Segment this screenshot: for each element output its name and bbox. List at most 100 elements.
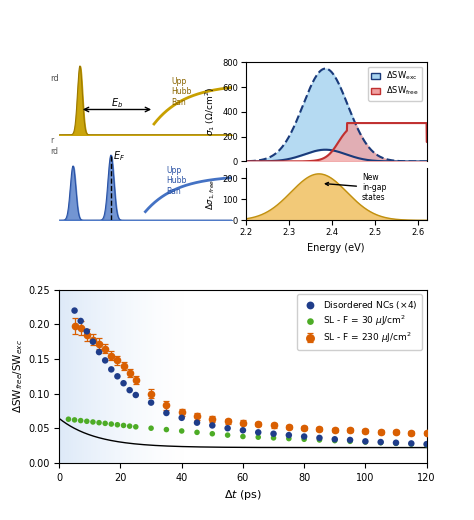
- Bar: [119, 290, 120, 463]
- Bar: [137, 290, 138, 463]
- Bar: [123, 290, 124, 463]
- Disordered NCs ($\times$4): [120, 379, 128, 387]
- Bar: [75, 290, 76, 463]
- Text: $E_F$: $E_F$: [113, 149, 125, 163]
- Bar: [177, 290, 178, 463]
- Bar: [102, 290, 103, 463]
- Bar: [133, 290, 134, 463]
- Disordered NCs ($\times$4): [209, 421, 216, 430]
- Bar: [185, 290, 186, 463]
- Bar: [77, 290, 78, 463]
- Bar: [59, 290, 60, 463]
- Bar: [68, 290, 69, 463]
- Bar: [62, 290, 63, 463]
- Bar: [70, 290, 71, 463]
- Bar: [97, 290, 98, 463]
- Bar: [138, 290, 139, 463]
- Bar: [107, 290, 108, 463]
- Bar: [113, 290, 114, 463]
- Bar: [85, 290, 86, 463]
- Bar: [157, 290, 158, 463]
- Disordered NCs ($\times$4): [301, 432, 308, 440]
- Bar: [176, 290, 177, 463]
- Bar: [135, 290, 136, 463]
- Bar: [126, 290, 127, 463]
- Bar: [134, 290, 135, 463]
- Bar: [61, 290, 62, 463]
- Bar: [162, 290, 163, 463]
- Bar: [182, 290, 183, 463]
- SL - F = 30 $\mu$J/cm$^2$: [331, 436, 338, 445]
- Bar: [173, 290, 174, 463]
- Bar: [103, 290, 104, 463]
- Bar: [144, 290, 145, 463]
- Bar: [152, 290, 153, 463]
- SL - F = 30 $\mu$J/cm$^2$: [301, 435, 308, 444]
- Disordered NCs ($\times$4): [126, 386, 134, 394]
- SL - F = 30 $\mu$J/cm$^2$: [77, 417, 84, 425]
- Bar: [94, 290, 95, 463]
- X-axis label: Energy (eV): Energy (eV): [308, 242, 365, 253]
- Bar: [89, 290, 90, 463]
- Bar: [141, 290, 142, 463]
- Bar: [164, 290, 165, 463]
- Bar: [142, 290, 143, 463]
- Bar: [115, 290, 116, 463]
- Bar: [66, 290, 67, 463]
- Bar: [117, 290, 118, 463]
- Bar: [167, 290, 168, 463]
- Bar: [64, 290, 65, 463]
- Bar: [158, 290, 159, 463]
- Disordered NCs ($\times$4): [362, 437, 369, 446]
- SL - F = 30 $\mu$J/cm$^2$: [132, 423, 139, 431]
- SL - F = 30 $\mu$J/cm$^2$: [362, 438, 369, 446]
- Text: $E_b$: $E_b$: [111, 96, 123, 110]
- Bar: [169, 290, 170, 463]
- Text: r
rd: r rd: [51, 136, 59, 155]
- Bar: [96, 290, 97, 463]
- Bar: [165, 290, 166, 463]
- SL - F = 30 $\mu$J/cm$^2$: [255, 433, 262, 441]
- SL - F = 30 $\mu$J/cm$^2$: [64, 415, 72, 423]
- Disordered NCs ($\times$4): [193, 419, 201, 427]
- Bar: [150, 290, 151, 463]
- Bar: [65, 290, 66, 463]
- Disordered NCs ($\times$4): [423, 440, 430, 448]
- Bar: [129, 290, 130, 463]
- Bar: [79, 290, 80, 463]
- Bar: [99, 290, 100, 463]
- Legend: $\Delta$SW$_{\rm exc}$, $\Delta$SW$_{\rm free}$: $\Delta$SW$_{\rm exc}$, $\Delta$SW$_{\rm…: [368, 67, 422, 101]
- Bar: [100, 290, 101, 463]
- Disordered NCs ($\times$4): [95, 348, 103, 356]
- Bar: [63, 290, 64, 463]
- Y-axis label: $\Delta\sigma_{1,free}$: $\Delta\sigma_{1,free}$: [204, 178, 217, 210]
- Bar: [153, 290, 154, 463]
- Bar: [98, 290, 99, 463]
- Bar: [88, 290, 89, 463]
- Bar: [109, 290, 110, 463]
- Bar: [179, 290, 180, 463]
- Y-axis label: $\sigma_1$ ($\Omega$/cm$^2$): $\sigma_1$ ($\Omega$/cm$^2$): [203, 87, 217, 136]
- Bar: [172, 290, 173, 463]
- SL - F = 30 $\mu$J/cm$^2$: [163, 425, 170, 434]
- Bar: [92, 290, 93, 463]
- Bar: [108, 290, 109, 463]
- Disordered NCs ($\times$4): [346, 436, 354, 444]
- Bar: [105, 290, 106, 463]
- Disordered NCs ($\times$4): [83, 327, 91, 335]
- Bar: [120, 290, 121, 463]
- SL - F = 30 $\mu$J/cm$^2$: [120, 421, 128, 430]
- Bar: [130, 290, 131, 463]
- Bar: [155, 290, 156, 463]
- Bar: [187, 290, 188, 463]
- Bar: [149, 290, 150, 463]
- Disordered NCs ($\times$4): [89, 337, 97, 346]
- SL - F = 30 $\mu$J/cm$^2$: [178, 427, 185, 435]
- Bar: [132, 290, 133, 463]
- Bar: [175, 290, 176, 463]
- Bar: [106, 290, 107, 463]
- Bar: [71, 290, 72, 463]
- Bar: [114, 290, 115, 463]
- Bar: [174, 290, 175, 463]
- Bar: [163, 290, 164, 463]
